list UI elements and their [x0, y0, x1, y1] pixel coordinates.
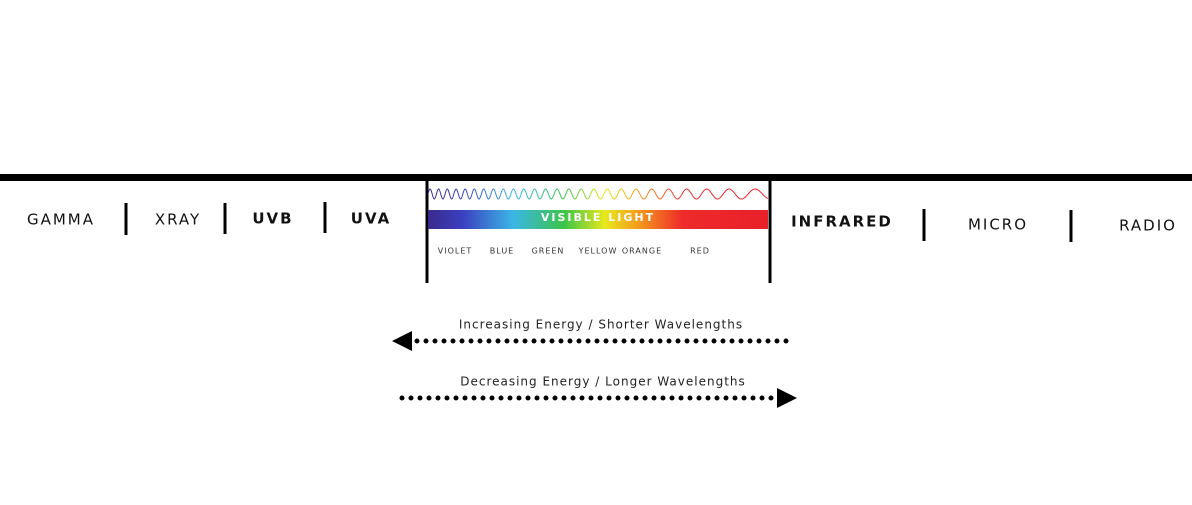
band-label: INFRARED	[791, 213, 893, 231]
spectrum-baseline	[0, 174, 1192, 181]
arrowhead-right	[777, 388, 797, 408]
visible-bar	[428, 210, 768, 229]
color-label: VIOLET	[438, 247, 473, 256]
separators	[124, 180, 1073, 283]
color-label: GREEN	[532, 247, 565, 256]
band-label: MICRO	[968, 216, 1028, 234]
band-label: GAMMA	[27, 211, 95, 229]
band-label: XRAY	[155, 211, 201, 229]
color-label: ORANGE	[622, 247, 662, 256]
arrow-label: Decreasing Energy / Longer Wavelengths	[460, 375, 746, 389]
color-label: BLUE	[490, 247, 514, 256]
visible-label: VISIBLE LIGHT	[541, 211, 655, 224]
arrowhead-left	[392, 331, 412, 351]
color-label: RED	[690, 247, 710, 256]
band-label: UVA	[351, 210, 391, 228]
wave	[427, 188, 769, 200]
arrow-label: Increasing Energy / Shorter Wavelengths	[459, 318, 743, 332]
color-label: YELLOW	[578, 247, 618, 256]
band-label: UVB	[252, 210, 293, 228]
band-label: RADIO	[1119, 217, 1177, 235]
